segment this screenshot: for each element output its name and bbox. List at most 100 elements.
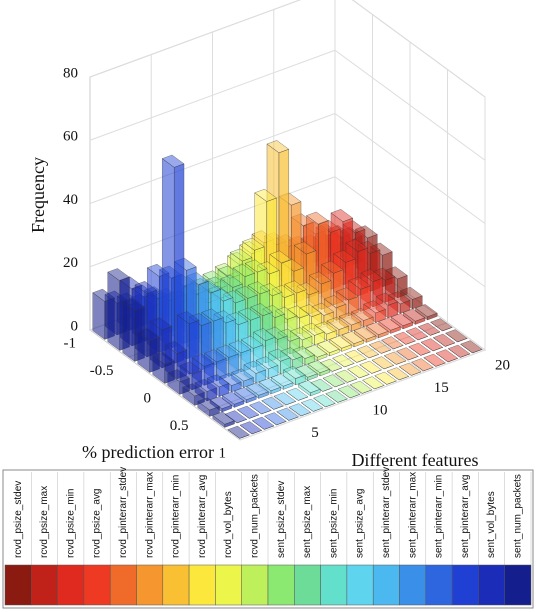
- bar-top: [350, 307, 374, 321]
- bar: [408, 342, 432, 356]
- legend-label: rcvd_psize_stdev: [13, 481, 24, 558]
- bar-top: [233, 387, 257, 401]
- bar: [314, 321, 338, 341]
- bar: [322, 374, 346, 388]
- legend-label: rcvd_pinterarr_max: [144, 472, 155, 558]
- z-tick-label: 60: [63, 129, 78, 145]
- bar-top: [221, 391, 245, 405]
- bar: [212, 411, 236, 428]
- legend-label: sent_pinterarr_stdev: [381, 467, 392, 558]
- legend-label: sent_psize_max: [302, 486, 313, 558]
- bar: [239, 421, 263, 435]
- bar-top: [344, 349, 368, 363]
- bar-top: [212, 411, 236, 425]
- legend-label: rcvd_psize_min: [65, 489, 76, 558]
- bar-top: [371, 356, 395, 370]
- legend-label: rcvd_pinterarr_stdev: [118, 467, 129, 558]
- bar: [334, 369, 358, 383]
- bar-top: [305, 211, 329, 225]
- bar-top: [243, 360, 267, 374]
- bar-top: [399, 286, 423, 300]
- bar: [420, 338, 444, 352]
- bar-top: [235, 285, 259, 299]
- legend-swatch: [57, 564, 85, 606]
- bar-top: [228, 340, 252, 354]
- bar-top: [304, 344, 328, 358]
- bar-top: [314, 321, 338, 335]
- bar-top: [393, 331, 417, 345]
- bar-top: [447, 344, 471, 358]
- bar-top: [227, 425, 251, 439]
- bar: [405, 327, 429, 341]
- bar-top: [423, 353, 447, 367]
- bar-top: [265, 326, 289, 340]
- bar-top: [405, 327, 429, 341]
- bar-top: [417, 322, 441, 336]
- bar-top: [247, 281, 271, 295]
- bar: [390, 313, 414, 330]
- bar: [236, 405, 260, 419]
- bar-top: [237, 307, 261, 321]
- f-tick-label: 10: [373, 402, 388, 418]
- bar: [248, 401, 272, 415]
- bar-top: [323, 295, 347, 309]
- bar-top: [395, 347, 419, 361]
- bar-top: [374, 371, 398, 385]
- legend-label: rcvd_psize_max: [39, 486, 50, 558]
- bar-top: [319, 358, 343, 372]
- bar-top: [289, 327, 313, 341]
- bar-top: [346, 365, 370, 379]
- bar: [233, 387, 257, 404]
- bar: [356, 345, 380, 359]
- bar-top: [149, 317, 173, 331]
- bar-top: [320, 260, 344, 274]
- bar-top: [201, 308, 225, 322]
- bar-top: [273, 392, 297, 406]
- bar-top: [420, 338, 444, 352]
- bar-top: [293, 241, 317, 255]
- f-tick-label: 15: [434, 380, 449, 396]
- legend-swatch: [320, 564, 348, 606]
- bar-top: [263, 412, 287, 426]
- legend-label: sent_psize_avg: [355, 489, 366, 559]
- bar-top: [164, 340, 188, 354]
- bar: [383, 351, 407, 365]
- bar-top: [297, 380, 321, 394]
- bar: [258, 378, 282, 395]
- bar-top: [288, 403, 312, 417]
- bar-top: [255, 356, 279, 370]
- bar: [297, 380, 321, 397]
- bar-top: [444, 329, 468, 343]
- x-tick-label: 0.5: [170, 418, 189, 434]
- z-axis-title: Frequency: [28, 157, 48, 233]
- bar-top: [231, 368, 255, 382]
- bar-top: [244, 259, 268, 273]
- bar: [348, 276, 372, 312]
- bar-top: [251, 416, 275, 430]
- bar-top: [310, 378, 334, 392]
- bar-top: [236, 405, 260, 419]
- bar: [319, 358, 343, 372]
- x-tick-label: 0: [144, 390, 152, 406]
- legend-swatch: [162, 564, 190, 606]
- bar-face: [122, 301, 135, 362]
- bar-top: [311, 302, 335, 316]
- bar: [301, 322, 325, 346]
- bar-top: [167, 369, 191, 383]
- bar-top: [363, 300, 387, 314]
- bar: [285, 387, 309, 401]
- bar-top: [218, 372, 242, 386]
- bar-top: [378, 317, 402, 331]
- bar-top: [353, 326, 377, 340]
- z-tick-label: 20: [63, 255, 78, 271]
- bar-top: [368, 340, 392, 354]
- bar: [255, 356, 279, 379]
- bar-top: [284, 280, 308, 294]
- bar: [152, 351, 176, 384]
- bar-top: [365, 322, 389, 336]
- bar-top: [432, 333, 456, 347]
- bar-top: [285, 387, 309, 401]
- bar-top: [182, 383, 206, 397]
- legend-label: sent_pinterarr_max: [407, 472, 418, 558]
- bar: [459, 340, 483, 354]
